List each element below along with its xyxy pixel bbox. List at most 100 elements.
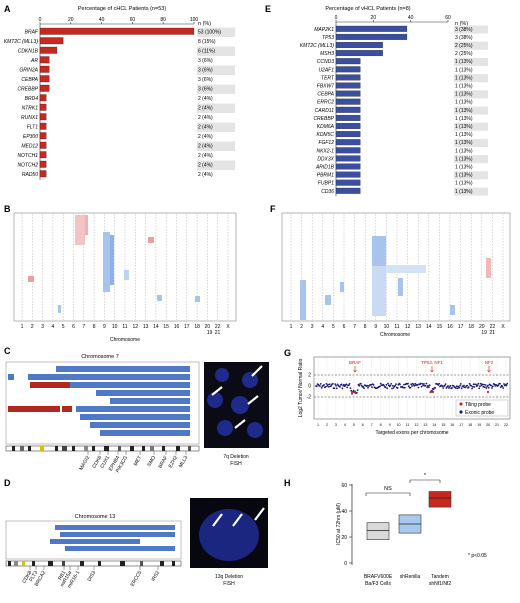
exonic-probe-point xyxy=(459,384,461,387)
panel-h-ylabel: IC50 at 72hrs (µM) xyxy=(336,503,342,545)
deletion-bar xyxy=(8,374,14,380)
exonic-probe-point xyxy=(414,382,417,385)
cn-loss-segment xyxy=(195,296,200,302)
exonic-probe-point xyxy=(447,385,449,387)
exonic-probe-point xyxy=(506,382,509,385)
exonic-probe-point xyxy=(379,382,382,385)
x-tick-label: 0 xyxy=(39,17,42,23)
chromosome-tick: 12 xyxy=(405,324,411,330)
exonic-probe-point xyxy=(413,385,416,387)
ns-bracket xyxy=(365,492,411,496)
bar xyxy=(39,65,50,73)
chromosome-tick: 13 xyxy=(143,324,149,330)
exonic-probe-point xyxy=(325,383,328,385)
count-label: 2 (25%) xyxy=(455,43,473,49)
chromosome-tick: 15 xyxy=(437,324,443,330)
panel-b-chromosome-ticks: 1 2 3 4 5 6 7 8 9 10 11 12 13 14 15 16 17 18 20 22 X19 21 xyxy=(21,324,231,336)
deletion-bar xyxy=(28,374,190,380)
x-tick-label: 20 xyxy=(371,15,377,21)
gene-label: CREBBP xyxy=(17,87,38,93)
gene-label: MED12 xyxy=(21,144,38,150)
exonic-probe-point xyxy=(455,387,457,389)
x-tick-label: 22 xyxy=(504,423,508,427)
deletion-bar xyxy=(90,422,190,428)
ideogram-band xyxy=(118,446,121,451)
panel-g-legend xyxy=(455,399,509,417)
deletion-bar xyxy=(80,414,190,420)
exonic-probe-point xyxy=(449,384,452,387)
ideogram-band xyxy=(40,446,44,451)
label-shade xyxy=(454,90,488,99)
cn-loss-segment xyxy=(450,305,455,315)
panel-f-xlabel: Chromosome xyxy=(380,332,410,338)
label-shade xyxy=(454,155,488,164)
category-sublabel: Ba/F3 Cells xyxy=(365,581,391,587)
count-label: 3 (6%) xyxy=(198,87,213,93)
exonic-probe-point xyxy=(407,385,410,388)
gene-label: DIS3 xyxy=(86,570,97,583)
arrow-icon xyxy=(251,365,263,377)
exonic-probe-point xyxy=(438,382,441,385)
bar xyxy=(335,179,361,186)
panel-a: A Percentage of cHCL Patients (n=53) 0 20… xyxy=(4,4,235,180)
deletion-bar xyxy=(100,430,190,436)
gene-label: ERCC5 xyxy=(130,570,144,588)
chromosome-tick: 3 xyxy=(311,324,314,330)
ideogram-band xyxy=(172,561,175,566)
exonic-probe-point xyxy=(333,387,336,390)
ideogram-outline xyxy=(5,560,182,567)
chromosome-tick: 9 xyxy=(103,324,106,330)
gene-label: CREBBP xyxy=(313,116,334,122)
exonic-probe-point xyxy=(421,383,424,385)
legend-label-tiling: Tiling probe xyxy=(465,402,491,408)
ideogram-band xyxy=(28,446,31,451)
panel-c-fish-arrows xyxy=(211,365,263,429)
bar xyxy=(39,151,47,159)
exonic-probe-point xyxy=(390,383,393,385)
exonic-probe-point xyxy=(428,384,431,387)
chromosome-tick: 16 xyxy=(447,324,453,330)
bar xyxy=(335,90,361,97)
nucleus xyxy=(215,368,229,382)
panel-e-bars: MAP2K1 3 (38%) TP53 3 (38%) KMT2C (MLL3) 2 (2… xyxy=(300,25,488,196)
x-tick-label: 40 xyxy=(408,15,414,21)
gene-label: SMO xyxy=(146,455,157,468)
bar xyxy=(39,56,50,64)
exonic-probe-point xyxy=(319,385,321,387)
exonic-probe-point xyxy=(320,387,323,389)
panel-g-yticks: 2 0 -2 xyxy=(307,373,312,401)
exonic-probe-point xyxy=(473,386,476,388)
exonic-probe-point xyxy=(460,387,463,390)
bar xyxy=(39,141,47,149)
exonic-probe-point xyxy=(437,384,440,386)
x-tick-label: 19 xyxy=(477,423,481,427)
exonic-probe-point xyxy=(319,383,322,385)
x-tick-label: 15 xyxy=(441,423,445,427)
exonic-probe-point xyxy=(455,385,458,388)
bar xyxy=(335,50,383,57)
exonic-probe-point xyxy=(491,387,493,389)
bar xyxy=(335,82,361,89)
panel-a-bars: BRAF 53 (100%) KMT2C (MLL3) 8 (15%) CDKN1B 6 … xyxy=(4,27,235,178)
box xyxy=(366,522,390,540)
panel-c-fish-nuclei xyxy=(207,368,263,438)
exonic-probe-point xyxy=(356,389,359,392)
panel-d-fish-sublabel: FISH xyxy=(223,581,235,587)
gene-label: MET xyxy=(133,455,143,467)
exonic-probe-point xyxy=(493,383,496,386)
exonic-probe-point xyxy=(391,387,393,390)
arrow-icon xyxy=(232,513,243,527)
y-tick-label: -2 xyxy=(307,395,312,401)
panel-c-deletion-bars xyxy=(8,366,190,436)
label-shade xyxy=(197,84,235,94)
panel-h-letter: H xyxy=(284,478,291,488)
exonic-probe-point xyxy=(503,383,505,385)
deletion-bar xyxy=(56,366,190,372)
gene-label: CCND3 xyxy=(317,59,334,65)
x-tick-label: 10 xyxy=(397,423,401,427)
exonic-probe-point xyxy=(482,385,485,388)
gene-label: AR xyxy=(30,58,38,64)
x-tick-label: 0 xyxy=(335,15,338,21)
